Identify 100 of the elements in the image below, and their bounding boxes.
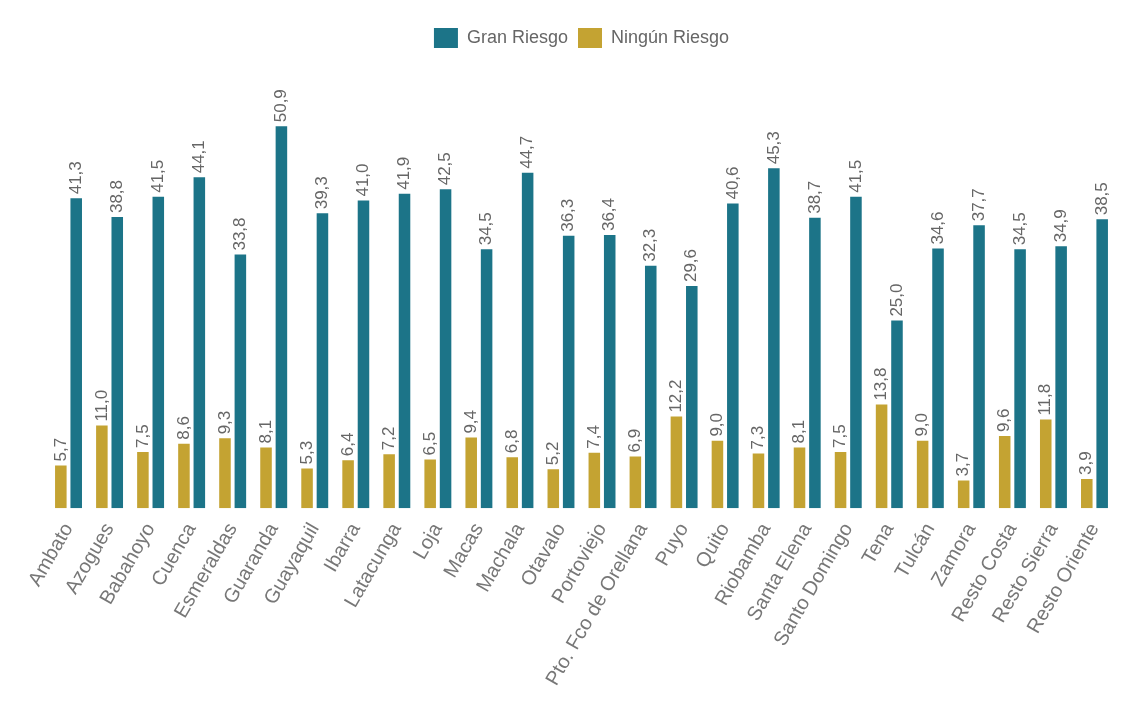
data-label: 5,3 xyxy=(296,440,316,465)
bar xyxy=(850,196,862,509)
bar xyxy=(316,213,329,509)
bar xyxy=(193,177,206,509)
data-label: 5,2 xyxy=(542,441,562,466)
data-label: 33,8 xyxy=(230,217,250,251)
bar xyxy=(809,217,821,509)
bar xyxy=(111,217,124,509)
bar xyxy=(275,126,288,509)
data-label: 7,4 xyxy=(584,424,604,449)
data-label: 9,0 xyxy=(707,412,727,437)
data-label: 6,8 xyxy=(501,429,521,454)
bar xyxy=(1014,249,1026,509)
data-label: 9,4 xyxy=(460,409,480,434)
data-label: 44,7 xyxy=(517,135,537,169)
data-label: 36,3 xyxy=(558,198,578,232)
bar xyxy=(752,453,765,509)
bar xyxy=(357,200,370,509)
bar xyxy=(301,468,313,509)
data-label: 9,0 xyxy=(912,412,932,437)
data-label: 6,4 xyxy=(337,432,357,457)
bar xyxy=(398,193,411,509)
bar xyxy=(234,254,247,509)
bar xyxy=(521,172,534,509)
data-label: 7,3 xyxy=(748,425,768,450)
bar xyxy=(711,440,724,509)
data-label: 39,3 xyxy=(312,176,332,210)
data-label: 6,5 xyxy=(419,431,439,456)
bar xyxy=(506,457,519,509)
bar xyxy=(1055,246,1067,509)
bar xyxy=(603,235,616,509)
bar xyxy=(96,425,108,509)
data-label: 3,9 xyxy=(1076,451,1096,475)
bar xyxy=(439,189,452,509)
legend-label: Gran Riesgo xyxy=(466,26,568,47)
bar xyxy=(916,440,929,509)
bar xyxy=(465,437,477,509)
data-label: 9,6 xyxy=(994,408,1014,433)
data-label: 38,5 xyxy=(1091,182,1111,216)
data-label: 3,7 xyxy=(953,452,973,477)
bar xyxy=(588,452,601,509)
bar xyxy=(424,459,436,509)
data-label: 25,0 xyxy=(886,283,906,317)
x-tick-label: Loja xyxy=(408,518,447,563)
data-label: 8,1 xyxy=(789,419,809,444)
bar xyxy=(957,480,970,509)
data-label: 37,7 xyxy=(968,188,988,222)
data-label: 38,7 xyxy=(804,180,824,214)
bar xyxy=(342,460,354,509)
bar xyxy=(383,454,395,509)
bar xyxy=(727,203,739,509)
data-label: 13,8 xyxy=(871,367,891,401)
bar xyxy=(55,465,67,509)
data-label: 7,5 xyxy=(132,424,152,448)
data-label: 36,4 xyxy=(599,197,619,232)
data-label: 41,9 xyxy=(394,156,414,190)
data-label: 7,5 xyxy=(830,424,850,448)
data-label: 38,8 xyxy=(106,179,126,214)
data-label: 41,3 xyxy=(65,161,85,195)
bar xyxy=(891,320,903,509)
data-label: 40,6 xyxy=(722,166,742,200)
bar xyxy=(932,248,944,509)
bar xyxy=(480,249,493,509)
bar xyxy=(178,443,190,509)
bar xyxy=(973,225,985,509)
data-label: 11,8 xyxy=(1035,383,1055,416)
bar xyxy=(998,436,1011,509)
bar xyxy=(670,416,683,509)
bar xyxy=(629,456,642,509)
data-label: 9,3 xyxy=(214,410,234,435)
data-label: 32,3 xyxy=(640,228,660,262)
data-label: 42,5 xyxy=(435,152,455,186)
bar xyxy=(260,447,272,509)
data-label: 45,3 xyxy=(763,131,783,165)
data-label: 44,1 xyxy=(189,140,209,174)
bar xyxy=(562,235,575,509)
data-label: 8,6 xyxy=(173,415,193,440)
bar xyxy=(768,168,780,509)
bar xyxy=(793,447,806,509)
data-label: 7,2 xyxy=(378,426,398,451)
data-label: 5,7 xyxy=(50,437,70,462)
bar xyxy=(137,451,149,509)
data-label: 34,5 xyxy=(476,212,496,246)
data-label: 34,5 xyxy=(1009,212,1029,246)
data-label: 34,9 xyxy=(1050,209,1070,243)
bar xyxy=(1039,419,1052,509)
data-label: 34,6 xyxy=(927,211,947,245)
data-label: 11,0 xyxy=(91,389,111,422)
data-label: 50,9 xyxy=(271,89,291,123)
data-label: 41,5 xyxy=(845,159,865,193)
bar xyxy=(70,198,82,509)
bar xyxy=(152,196,165,509)
data-label: 41,0 xyxy=(353,163,373,197)
bar xyxy=(219,438,231,509)
data-label: 12,2 xyxy=(666,379,686,413)
bar xyxy=(1096,219,1108,509)
legend-label: Ningún Riesgo xyxy=(610,26,730,47)
bar xyxy=(1081,478,1093,509)
data-label: 29,6 xyxy=(681,248,701,283)
bar xyxy=(644,265,657,509)
